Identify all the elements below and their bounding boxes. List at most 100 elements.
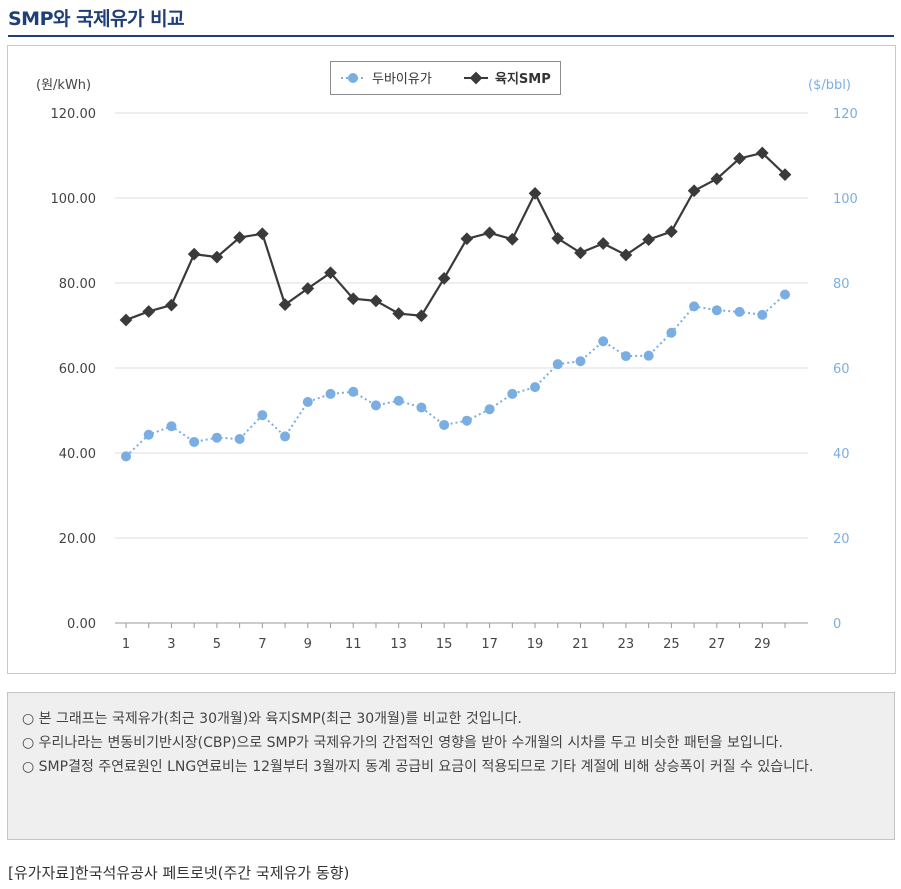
dubai-point — [666, 327, 677, 338]
smp-point — [687, 184, 701, 198]
x-tick-label: 21 — [572, 637, 589, 652]
x-tick-label: 1 — [122, 637, 130, 652]
smp-point — [233, 231, 246, 244]
dubai-point — [121, 451, 131, 462]
smp-point — [460, 232, 474, 246]
dubai-point — [575, 356, 586, 367]
dubai-point — [757, 309, 768, 320]
smp-point — [551, 232, 565, 245]
x-tick-label: 11 — [345, 637, 362, 652]
legend-dubai-marker — [348, 73, 358, 83]
dubai-point — [507, 388, 518, 399]
dubai-point — [370, 400, 381, 411]
x-tick-label: 19 — [527, 637, 544, 652]
y-right-tick-label: 0 — [833, 617, 841, 632]
dubai-point — [416, 402, 427, 413]
comparison-chart: 0.00 0 20.00 20 40.00 40 60.00 60 80.00 80 100.00 1… — [36, 78, 858, 652]
dubai-point — [552, 359, 563, 370]
dubai-point — [734, 306, 745, 317]
source-note: [유가자료]한국석유공사 페트로넷(주간 국제유가 동향) — [8, 864, 350, 882]
y-left-tick-label: 20.00 — [59, 532, 96, 547]
smp-point — [392, 307, 406, 320]
y-left-tick-label: 60.00 — [59, 362, 96, 377]
smp-point — [437, 271, 451, 285]
y-right-axis-label: ($/bbl) — [808, 78, 851, 93]
x-tick-label: 29 — [754, 637, 771, 652]
grid-layer — [115, 112, 808, 624]
smp-point — [505, 232, 519, 246]
smp-point — [346, 292, 360, 306]
chart-frame: 0.00 0 20.00 20 40.00 40 60.00 60 80.00 80 100.00 1… — [7, 45, 896, 674]
smp-point — [301, 282, 315, 295]
smp-point — [119, 313, 133, 327]
dubai-point — [211, 432, 222, 443]
y-right-tick-label: 100 — [833, 192, 858, 207]
smp-point — [596, 237, 610, 250]
dubai-point — [302, 397, 313, 407]
dubai-point — [234, 433, 245, 444]
legend-smp-marker — [469, 71, 483, 85]
dubai-point — [257, 410, 268, 421]
note-item: ○ 본 그래프는 국제유가(최근 30개월)와 육지SMP(최근 30개월)를 … — [22, 711, 522, 727]
x-tick-label: 23 — [618, 637, 635, 652]
x-tick-label: 9 — [304, 637, 312, 652]
x-tick-label: 25 — [663, 637, 680, 652]
dubai-point — [189, 436, 200, 447]
dubai-point — [598, 336, 609, 347]
x-tick-label: 17 — [481, 637, 498, 652]
x-tick-label: 15 — [436, 637, 453, 652]
dubai-point — [689, 301, 700, 312]
smp-point — [187, 247, 201, 261]
legend-item-dubai: 두바이유가 — [341, 72, 432, 87]
x-tick-label: 3 — [167, 637, 175, 652]
smp-point — [574, 246, 587, 260]
y-right-tick-label: 80 — [833, 277, 850, 292]
smp-point — [255, 227, 269, 241]
chart-legend: 두바이유가 육지SMP — [330, 61, 561, 95]
y-left-tick-label: 80.00 — [59, 277, 96, 292]
dubai-point — [393, 395, 404, 406]
y-right-tick-label: 60 — [833, 362, 850, 377]
dubai-point — [439, 419, 450, 430]
series-line-smp — [125, 151, 786, 322]
x-tick-label: 7 — [258, 637, 266, 652]
dubai-point — [484, 404, 495, 415]
dubai-point — [461, 415, 472, 426]
smp-point — [642, 233, 656, 247]
smp-point — [165, 298, 178, 312]
note-item: ○ 우리나라는 변동비기반시장(CBP)으로 SMP가 국제유가의 간접적인 영… — [22, 735, 783, 751]
title-divider — [8, 35, 894, 37]
smp-point — [142, 305, 156, 318]
legend-dubai-label: 두바이유가 — [372, 72, 432, 87]
smp-point — [619, 248, 633, 262]
dubai-point — [166, 421, 177, 432]
x-tick-label: 13 — [390, 637, 407, 652]
smp-point — [324, 266, 337, 280]
y-left-axis-label: (원/kWh) — [36, 78, 91, 93]
smp-point — [665, 225, 678, 238]
legend-item-smp: 육지SMP — [464, 71, 551, 87]
smp-point — [369, 294, 383, 308]
dubai-point — [620, 351, 631, 362]
y-right-tick-label: 40 — [833, 447, 850, 462]
axis-layer: 0.00 0 20.00 20 40.00 40 60.00 60 80.00 80 100.00 1… — [36, 78, 858, 652]
dubai-point — [643, 350, 654, 361]
page-title: SMP와 국제유가 비교 — [8, 8, 185, 30]
series-layer — [119, 146, 792, 462]
dubai-point — [348, 386, 359, 397]
y-right-tick-label: 120 — [833, 107, 858, 122]
dubai-point — [325, 388, 336, 399]
dubai-point — [280, 431, 291, 442]
series-line-dubai — [125, 293, 786, 458]
legend-smp-label: 육지SMP — [495, 71, 551, 87]
smp-point — [483, 226, 496, 240]
dubai-point — [143, 429, 154, 440]
smp-point — [210, 250, 224, 264]
dubai-point — [780, 289, 790, 300]
dubai-point — [711, 305, 722, 316]
smp-point — [415, 309, 428, 323]
y-left-tick-label: 40.00 — [59, 447, 96, 462]
y-left-tick-label: 0.00 — [67, 617, 96, 632]
notes-box: ○ 본 그래프는 국제유가(최근 30개월)와 육지SMP(최근 30개월)를 … — [7, 692, 895, 840]
note-item: ○ SMP결정 주연료원인 LNG연료비는 12월부터 3월까지 동계 공급비 … — [22, 759, 814, 775]
